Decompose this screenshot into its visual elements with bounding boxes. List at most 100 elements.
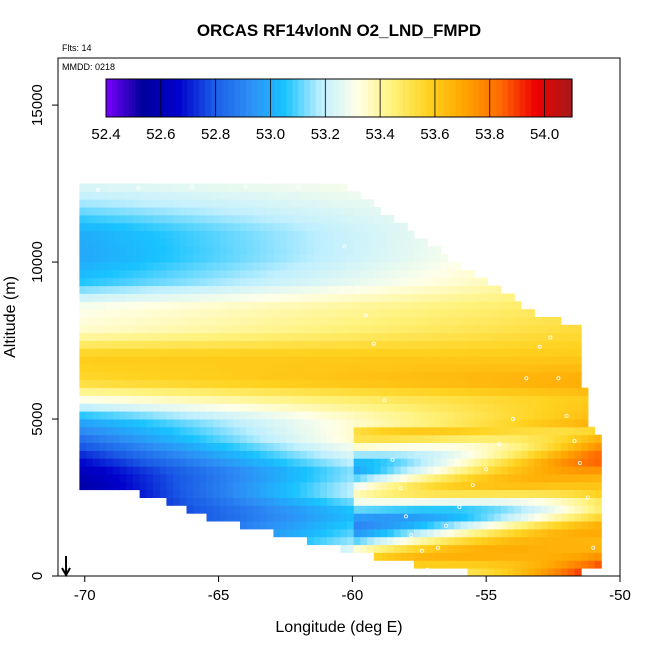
heatmap-cell bbox=[413, 364, 422, 373]
heatmap-cell bbox=[327, 262, 335, 271]
heatmap-cell bbox=[193, 426, 201, 436]
heatmap-cell bbox=[206, 309, 214, 318]
heatmap-cell bbox=[126, 254, 134, 263]
heatmap-cell bbox=[146, 340, 154, 349]
heatmap-cell bbox=[139, 262, 147, 271]
heatmap-cell bbox=[467, 450, 475, 459]
heatmap-cell bbox=[507, 317, 515, 326]
heatmap-cell bbox=[340, 536, 348, 546]
heatmap-cell bbox=[561, 364, 569, 373]
heatmap-cell bbox=[260, 293, 268, 302]
heatmap-cell bbox=[153, 434, 161, 443]
heatmap-cell bbox=[253, 356, 261, 365]
heatmap-cell bbox=[99, 309, 107, 318]
heatmap-cell bbox=[233, 191, 241, 200]
heatmap-cell bbox=[367, 411, 375, 420]
heatmap-cell bbox=[219, 309, 228, 318]
heatmap-cell bbox=[139, 411, 147, 420]
colorbar-tick-label: 52.8 bbox=[201, 126, 230, 143]
heatmap-cell bbox=[574, 356, 582, 365]
heatmap-cell bbox=[219, 348, 228, 357]
heatmap-cell bbox=[159, 309, 167, 318]
heatmap-cell bbox=[521, 442, 529, 451]
heatmap-cell bbox=[327, 458, 335, 467]
heatmap-cell bbox=[139, 269, 147, 279]
heatmap-cell bbox=[253, 207, 261, 216]
heatmap-cell bbox=[132, 426, 141, 436]
heatmap-cell bbox=[233, 183, 241, 192]
heatmap-cell bbox=[561, 434, 569, 443]
heatmap-cell bbox=[99, 215, 107, 224]
heatmap-cell bbox=[246, 222, 254, 232]
heatmap-cell bbox=[360, 348, 368, 357]
heatmap-cell bbox=[387, 458, 395, 467]
heatmap-cell bbox=[233, 403, 241, 412]
heatmap-cell bbox=[213, 426, 221, 436]
heatmap-cell bbox=[581, 481, 589, 491]
heatmap-cell bbox=[119, 254, 127, 263]
heatmap-cell bbox=[300, 528, 308, 538]
heatmap-cell bbox=[527, 544, 535, 553]
flight-track-point bbox=[577, 460, 582, 465]
heatmap-cell bbox=[173, 348, 181, 357]
heatmap-cell bbox=[507, 332, 515, 341]
heatmap-cell bbox=[454, 293, 462, 302]
heatmap-cell bbox=[306, 489, 315, 498]
heatmap-cell bbox=[306, 442, 315, 451]
heatmap-cell bbox=[514, 340, 522, 349]
heatmap-cell bbox=[347, 317, 355, 326]
heatmap-cell bbox=[286, 521, 294, 530]
heatmap-cell bbox=[561, 568, 569, 577]
heatmap-cell bbox=[460, 387, 468, 396]
heatmap-cell bbox=[266, 215, 274, 224]
heatmap-cell bbox=[367, 419, 375, 428]
heatmap-cell bbox=[527, 536, 535, 546]
heatmap-cell bbox=[367, 513, 375, 522]
heatmap-cell bbox=[427, 442, 435, 451]
flight-track-point bbox=[136, 186, 141, 191]
heatmap-cell bbox=[219, 356, 228, 365]
heatmap-cell bbox=[393, 442, 402, 451]
flight-track-point bbox=[470, 482, 475, 487]
heatmap-cell bbox=[253, 277, 261, 287]
heatmap-cell bbox=[507, 371, 515, 381]
heatmap-cell bbox=[434, 254, 442, 263]
heatmap-cell bbox=[313, 364, 321, 373]
heatmap-cell bbox=[313, 513, 321, 522]
heatmap-cell bbox=[153, 403, 161, 412]
heatmap-cell bbox=[367, 230, 375, 239]
heatmap-cell bbox=[246, 379, 254, 389]
heatmap-cell bbox=[574, 411, 582, 420]
heatmap-cell bbox=[407, 481, 415, 491]
heatmap-cell bbox=[353, 238, 361, 247]
heatmap-cell bbox=[407, 521, 415, 530]
heatmap-cell bbox=[327, 254, 335, 263]
heatmap-cell bbox=[367, 324, 375, 334]
heatmap-cell bbox=[320, 364, 328, 373]
heatmap-cell bbox=[574, 324, 582, 334]
heatmap-cell bbox=[480, 552, 488, 561]
heatmap-cell bbox=[420, 458, 428, 467]
heatmap-cell bbox=[440, 395, 448, 404]
heatmap-cell bbox=[300, 450, 308, 459]
heatmap-cell bbox=[260, 207, 268, 216]
heatmap-cell bbox=[246, 466, 254, 475]
heatmap-cell bbox=[534, 442, 542, 451]
heatmap-cell bbox=[206, 497, 214, 506]
heatmap-cell bbox=[99, 474, 107, 483]
heatmap-cell bbox=[126, 262, 134, 271]
heatmap-cell bbox=[153, 207, 161, 216]
heatmap-cell bbox=[126, 215, 134, 224]
heatmap-cell bbox=[347, 403, 355, 412]
heatmap-cell bbox=[106, 387, 114, 396]
heatmap-cell bbox=[146, 215, 154, 224]
heatmap-cell bbox=[153, 222, 161, 232]
heatmap-cell bbox=[193, 246, 201, 255]
heatmap-cell bbox=[373, 254, 381, 263]
heatmap-cell bbox=[333, 403, 341, 412]
colorbar-swatch bbox=[502, 79, 509, 117]
heatmap-cell bbox=[273, 364, 281, 373]
heatmap-cell bbox=[300, 269, 308, 279]
heatmap-cell bbox=[260, 262, 268, 271]
heatmap-cell bbox=[494, 489, 502, 498]
